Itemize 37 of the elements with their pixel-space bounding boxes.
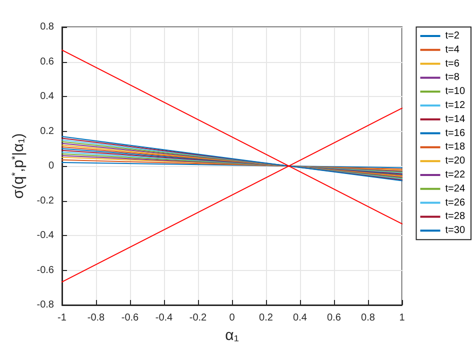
x-tick-label: -0.8	[87, 312, 106, 324]
x-tick-label: 0.8	[361, 312, 376, 324]
x-tick-label: 0.6	[327, 312, 342, 324]
legend-label: t=24	[445, 183, 466, 194]
y-tick-label: 0	[48, 160, 54, 172]
y-tick-label: 0.6	[40, 56, 54, 68]
y-tick-label: -0.2	[36, 195, 54, 206]
x-tick-label: 0.2	[259, 312, 274, 324]
legend-label: t=4	[445, 44, 460, 56]
legend-label: t=22	[445, 170, 466, 180]
x-tick-label: 0.4	[293, 312, 308, 324]
x-axis-title: α₁	[225, 326, 239, 344]
y-tick-label: -0.4	[36, 230, 54, 241]
x-tick-label: -0.4	[155, 312, 174, 324]
legend-label: t=8	[445, 72, 460, 84]
legend-label: t=16	[445, 128, 466, 139]
legend-label: t=12	[445, 100, 466, 111]
y-tick-label: -0.8	[36, 300, 54, 310]
y-axis-title: σ(q*,p*|α₁)	[10, 133, 27, 199]
x-tick-label: -0.2	[189, 312, 208, 324]
legend-label: t=26	[445, 197, 466, 208]
x-tick-label: 1	[399, 312, 406, 324]
legend-label: t=14	[445, 114, 466, 125]
y-tick-label: 0.2	[40, 126, 54, 137]
x-tick-label: -1	[58, 312, 67, 324]
x-tick-label: -0.6	[121, 312, 140, 324]
y-tick-label: -0.6	[36, 264, 54, 276]
x-tick-label: 0	[229, 312, 236, 324]
legend-label: t=20	[445, 156, 466, 167]
legend-label: t=6	[445, 58, 460, 70]
legend-label: t=10	[445, 86, 466, 98]
y-tick-label: 0.8	[40, 22, 54, 32]
legend-label: t=30	[445, 225, 466, 236]
y-tick-label: 0.4	[40, 91, 54, 102]
legend-label: t=28	[445, 211, 466, 222]
legend-label: t=2	[445, 30, 460, 42]
legend-label: t=18	[445, 142, 466, 153]
